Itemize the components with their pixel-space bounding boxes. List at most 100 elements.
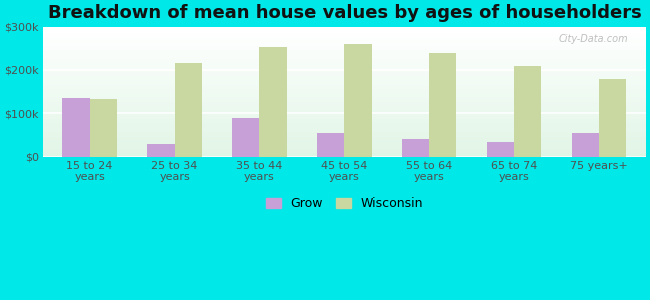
Bar	[429, 52, 456, 157]
Bar	[43, 59, 646, 60]
Bar	[43, 40, 646, 41]
Bar	[43, 103, 646, 105]
Bar	[43, 152, 646, 153]
Bar	[43, 132, 646, 133]
Bar	[43, 72, 646, 73]
Bar	[317, 133, 344, 157]
Bar	[43, 134, 646, 136]
Bar	[43, 82, 646, 84]
Bar	[43, 80, 646, 81]
Bar	[43, 154, 646, 155]
Bar	[43, 34, 646, 36]
Bar	[43, 120, 646, 122]
Bar	[43, 46, 646, 47]
Bar	[43, 112, 646, 114]
Bar	[43, 102, 646, 103]
Bar	[43, 45, 646, 46]
Bar	[402, 139, 429, 157]
Text: City-Data.com: City-Data.com	[558, 34, 628, 44]
Bar	[43, 42, 646, 44]
Bar	[43, 73, 646, 75]
Bar	[148, 144, 175, 157]
Bar	[43, 123, 646, 124]
Bar	[43, 136, 646, 137]
Bar	[43, 93, 646, 94]
Bar	[43, 75, 646, 76]
Bar	[43, 138, 646, 140]
Bar	[43, 56, 646, 58]
Bar	[43, 98, 646, 99]
Bar	[43, 116, 646, 118]
Bar	[43, 85, 646, 86]
Bar	[43, 50, 646, 51]
Bar	[43, 79, 646, 80]
Bar	[43, 122, 646, 123]
Bar	[43, 64, 646, 65]
Bar	[43, 107, 646, 109]
Bar	[344, 44, 372, 157]
Bar	[43, 38, 646, 40]
Bar	[43, 67, 646, 68]
Bar	[43, 140, 646, 141]
Bar	[43, 114, 646, 115]
Bar	[43, 37, 646, 38]
Bar	[43, 149, 646, 150]
Bar	[62, 98, 90, 157]
Title: Breakdown of mean house values by ages of householders: Breakdown of mean house values by ages o…	[47, 4, 642, 22]
Bar	[43, 155, 646, 157]
Bar	[43, 77, 646, 79]
Bar	[43, 69, 646, 71]
Bar	[43, 109, 646, 110]
Bar	[43, 146, 646, 148]
Bar	[175, 63, 202, 157]
Bar	[43, 94, 646, 95]
Bar	[43, 97, 646, 98]
Bar	[43, 118, 646, 119]
Bar	[43, 32, 646, 33]
Bar	[43, 71, 646, 72]
Bar	[43, 129, 646, 130]
Bar	[43, 47, 646, 49]
Bar	[43, 148, 646, 149]
Bar	[514, 65, 541, 157]
Bar	[43, 41, 646, 42]
Bar	[43, 90, 646, 92]
Bar	[43, 153, 646, 154]
Bar	[43, 89, 646, 90]
Bar	[43, 111, 646, 112]
Bar	[43, 55, 646, 56]
Bar	[43, 128, 646, 129]
Bar	[43, 65, 646, 67]
Bar	[43, 26, 646, 28]
Bar	[43, 63, 646, 64]
Bar	[43, 106, 646, 107]
Bar	[43, 28, 646, 29]
Bar	[43, 44, 646, 45]
Bar	[43, 110, 646, 111]
Bar	[259, 47, 287, 157]
Bar	[232, 118, 259, 157]
Bar	[43, 95, 646, 97]
Bar	[43, 36, 646, 37]
Bar	[43, 100, 646, 102]
Bar	[43, 124, 646, 125]
Bar	[43, 125, 646, 127]
Bar	[43, 52, 646, 54]
Bar	[43, 33, 646, 34]
Bar	[43, 119, 646, 120]
Bar	[43, 51, 646, 52]
Bar	[43, 68, 646, 69]
Bar	[43, 84, 646, 85]
Bar	[43, 115, 646, 116]
Bar	[43, 127, 646, 128]
Legend: Grow, Wisconsin: Grow, Wisconsin	[261, 192, 428, 215]
Bar	[599, 80, 627, 157]
Bar	[43, 99, 646, 101]
Bar	[43, 88, 646, 89]
Bar	[43, 141, 646, 142]
Bar	[43, 54, 646, 55]
Bar	[43, 105, 646, 106]
Bar	[43, 150, 646, 152]
Bar	[43, 145, 646, 146]
Bar	[43, 81, 646, 82]
